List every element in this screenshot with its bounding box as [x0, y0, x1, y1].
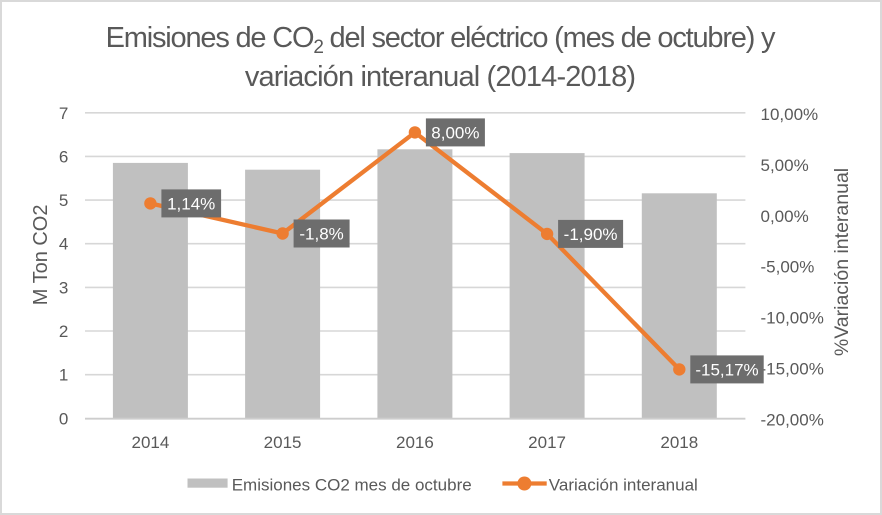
svg-text:7: 7: [59, 104, 68, 123]
svg-text:Emisiones de CO2 del sector el: Emisiones de CO2 del sector eléctrico (m…: [106, 22, 776, 58]
svg-text:2: 2: [59, 322, 68, 341]
svg-text:M Ton CO2: M Ton CO2: [30, 205, 52, 306]
svg-text:-15,00%: -15,00%: [761, 360, 824, 379]
svg-text:3: 3: [59, 278, 68, 297]
svg-text:variación interanual (2014-201: variación interanual (2014-2018): [245, 61, 635, 93]
svg-text:8,00%: 8,00%: [431, 123, 479, 142]
svg-text:2017: 2017: [528, 433, 566, 452]
svg-text:-20,00%: -20,00%: [761, 410, 824, 429]
svg-text:1: 1: [59, 366, 68, 385]
svg-text:2018: 2018: [660, 433, 698, 452]
svg-text:4: 4: [59, 235, 68, 254]
svg-text:Emisiones CO2 mes de octubre: Emisiones CO2 mes de octubre: [232, 476, 472, 495]
svg-text:-10,00%: -10,00%: [761, 309, 824, 328]
svg-text:0,00%: 0,00%: [761, 207, 809, 226]
svg-text:10,00%: 10,00%: [761, 105, 819, 124]
svg-text:-15,17%: -15,17%: [695, 360, 758, 379]
svg-text:5: 5: [59, 191, 68, 210]
svg-text:-5,00%: -5,00%: [761, 258, 815, 277]
svg-text:-1,8%: -1,8%: [299, 225, 343, 244]
svg-text:Variación interanual: Variación interanual: [549, 476, 698, 495]
svg-text:2016: 2016: [396, 433, 434, 452]
svg-text:0: 0: [59, 409, 68, 428]
svg-text:-1,90%: -1,90%: [564, 225, 618, 244]
svg-text:2014: 2014: [131, 433, 169, 452]
svg-text:2015: 2015: [264, 433, 302, 452]
svg-text:%Variación interanual: %Variación interanual: [831, 168, 853, 356]
svg-text:6: 6: [59, 147, 68, 166]
svg-text:1,14%: 1,14%: [167, 194, 215, 213]
svg-text:5,00%: 5,00%: [761, 156, 809, 175]
